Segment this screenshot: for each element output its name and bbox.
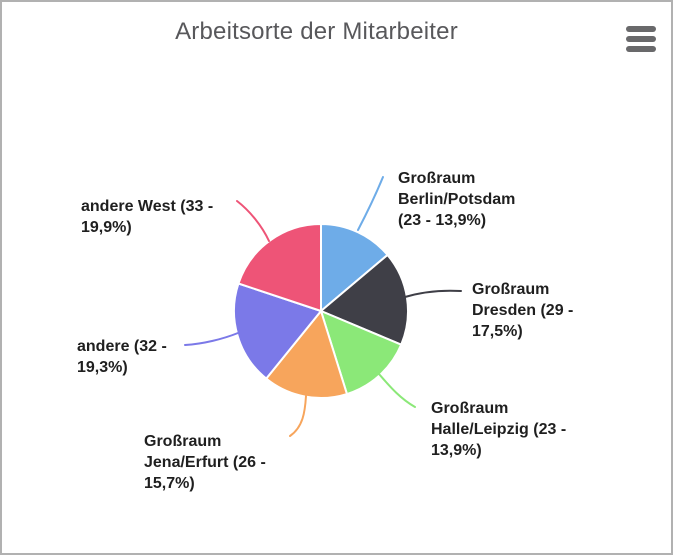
pie-slice-1[interactable]	[320, 223, 389, 312]
pie-slice-4[interactable]	[265, 310, 348, 399]
slice-label-andere: andere (32 - 19,3%)	[77, 338, 167, 376]
slice-label-halle-leipzig: Großraum Halle/Leipzig (23 - 13,9%)	[431, 400, 567, 459]
pie-slice-5[interactable]	[233, 282, 322, 380]
pie-slice-2[interactable]	[320, 253, 409, 346]
leader-lines-group	[184, 176, 462, 437]
leader-line-andere	[184, 332, 239, 346]
slice-label-andere-west: andere West (33 - 19,9%)	[81, 198, 214, 236]
hamburger-bar	[626, 26, 656, 32]
chart-title: Arbeitsorte der Mitarbeiter	[175, 18, 458, 45]
leader-line-berlin-potsdam	[357, 176, 384, 231]
leader-line-andere-west	[236, 200, 270, 242]
pie-slices-group	[233, 223, 409, 399]
leader-line-dresden	[404, 289, 462, 298]
leader-line-jena-erfurt	[289, 395, 307, 437]
hamburger-bar	[626, 46, 656, 52]
leader-line-halle-leipzig	[378, 373, 416, 408]
slice-label-jena-erfurt: Großraum Jena/Erfurt (26 - 15,7%)	[144, 433, 266, 492]
hamburger-bar	[626, 36, 656, 42]
slice-label-berlin-potsdam: Großraum Berlin/Potsdam (23 - 13,9%)	[398, 170, 516, 229]
hamburger-menu-icon[interactable]	[626, 26, 656, 53]
pie-slice-6[interactable]	[237, 223, 322, 312]
slice-label-dresden: Großraum Dresden (29 - 17,5%)	[472, 281, 574, 340]
